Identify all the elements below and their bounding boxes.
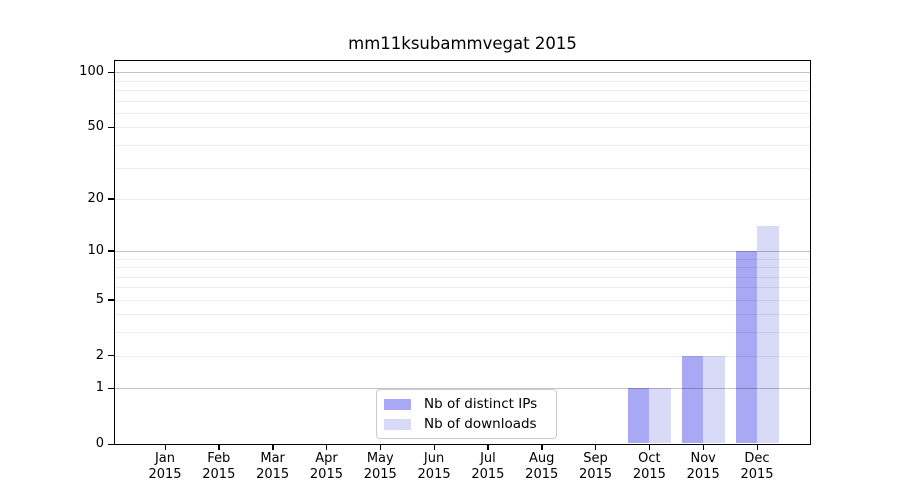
x-axis-tick bbox=[702, 445, 705, 450]
bar-distinct-ips bbox=[735, 250, 757, 443]
x-axis-tick bbox=[648, 445, 651, 450]
gridline-minor bbox=[115, 145, 810, 147]
y-tick-label: 10 bbox=[87, 242, 104, 258]
gridline-major bbox=[115, 72, 810, 74]
gridline-minor bbox=[115, 314, 810, 316]
x-tick-label: Sep 2015 bbox=[578, 451, 613, 482]
x-axis-tick bbox=[272, 445, 274, 450]
y-axis-tick bbox=[108, 443, 114, 445]
x-tick-label: Oct 2015 bbox=[632, 451, 666, 482]
x-axis-tick bbox=[756, 445, 758, 450]
gridline-minor bbox=[115, 127, 810, 129]
x-axis-tick bbox=[325, 445, 328, 450]
gridline-minor bbox=[115, 276, 810, 278]
x-tick-label: May 2015 bbox=[363, 451, 397, 482]
legend-label-distinct-ips: Nb of distinct IPs bbox=[424, 396, 538, 412]
bar-downloads bbox=[757, 226, 779, 443]
x-tick-label: Apr 2015 bbox=[309, 451, 343, 482]
chart-title: mm11ksubammvegat 2015 bbox=[348, 34, 577, 53]
gridline-minor bbox=[115, 299, 810, 301]
bar-distinct-ips bbox=[627, 388, 650, 443]
gridline-minor bbox=[115, 167, 810, 169]
y-tick-label: 20 bbox=[87, 190, 104, 206]
y-tick-label: 50 bbox=[87, 119, 104, 135]
bar-distinct-ips bbox=[681, 355, 704, 443]
x-tick-label: Jan 2015 bbox=[148, 451, 182, 482]
x-tick-label: Jun 2015 bbox=[417, 451, 451, 482]
legend-item-downloads: Nb of downloads bbox=[384, 416, 556, 432]
legend-swatch-distinct-ips bbox=[384, 398, 411, 410]
y-tick-label: 0 bbox=[95, 436, 104, 451]
x-tick-label: Jul 2015 bbox=[471, 451, 505, 482]
legend-swatch-downloads bbox=[384, 418, 411, 430]
y-tick-label: 1 bbox=[95, 380, 104, 396]
x-axis-tick bbox=[379, 445, 382, 450]
x-axis-tick bbox=[433, 445, 435, 450]
gridline-minor bbox=[115, 80, 810, 82]
gridline-minor bbox=[115, 287, 810, 289]
y-axis-tick bbox=[108, 198, 114, 200]
legend-item-distinct-ips: Nb of distinct IPs bbox=[384, 396, 556, 412]
gridline-minor bbox=[115, 113, 810, 115]
legend-label-downloads: Nb of downloads bbox=[424, 416, 537, 432]
x-axis-tick bbox=[218, 445, 220, 450]
gridline-major bbox=[115, 250, 810, 252]
x-tick-label: Dec 2015 bbox=[740, 451, 774, 482]
plot-area bbox=[114, 60, 811, 445]
bar-downloads bbox=[703, 355, 725, 443]
gridline-minor bbox=[115, 332, 810, 334]
y-tick-label: 5 bbox=[95, 291, 104, 307]
bar-downloads bbox=[649, 388, 671, 443]
x-tick-label: Nov 2015 bbox=[686, 451, 720, 482]
y-axis-tick bbox=[108, 299, 114, 301]
x-tick-label: Feb 2015 bbox=[202, 451, 236, 482]
x-axis-tick bbox=[487, 445, 489, 450]
gridline-minor bbox=[115, 355, 810, 357]
legend: Nb of distinct IPs Nb of downloads bbox=[376, 389, 557, 439]
gridline-minor bbox=[115, 100, 810, 102]
x-axis-tick bbox=[164, 445, 166, 450]
gridline-minor bbox=[115, 258, 810, 260]
gridline-minor bbox=[115, 267, 810, 269]
y-axis-tick bbox=[108, 250, 114, 252]
y-tick-label: 100 bbox=[79, 64, 104, 80]
gridline-minor bbox=[115, 90, 810, 92]
x-tick-label: Mar 2015 bbox=[256, 451, 290, 482]
y-axis-tick bbox=[108, 355, 114, 357]
x-axis-tick bbox=[595, 445, 597, 450]
x-tick-label: Aug 2015 bbox=[525, 451, 559, 482]
y-axis-tick bbox=[108, 387, 114, 390]
gridline-minor bbox=[115, 198, 810, 200]
x-axis-tick bbox=[541, 445, 543, 450]
y-tick-label: 2 bbox=[95, 347, 104, 363]
y-axis-tick bbox=[108, 71, 114, 74]
y-axis-tick bbox=[108, 126, 114, 129]
gridline-major bbox=[115, 388, 810, 390]
